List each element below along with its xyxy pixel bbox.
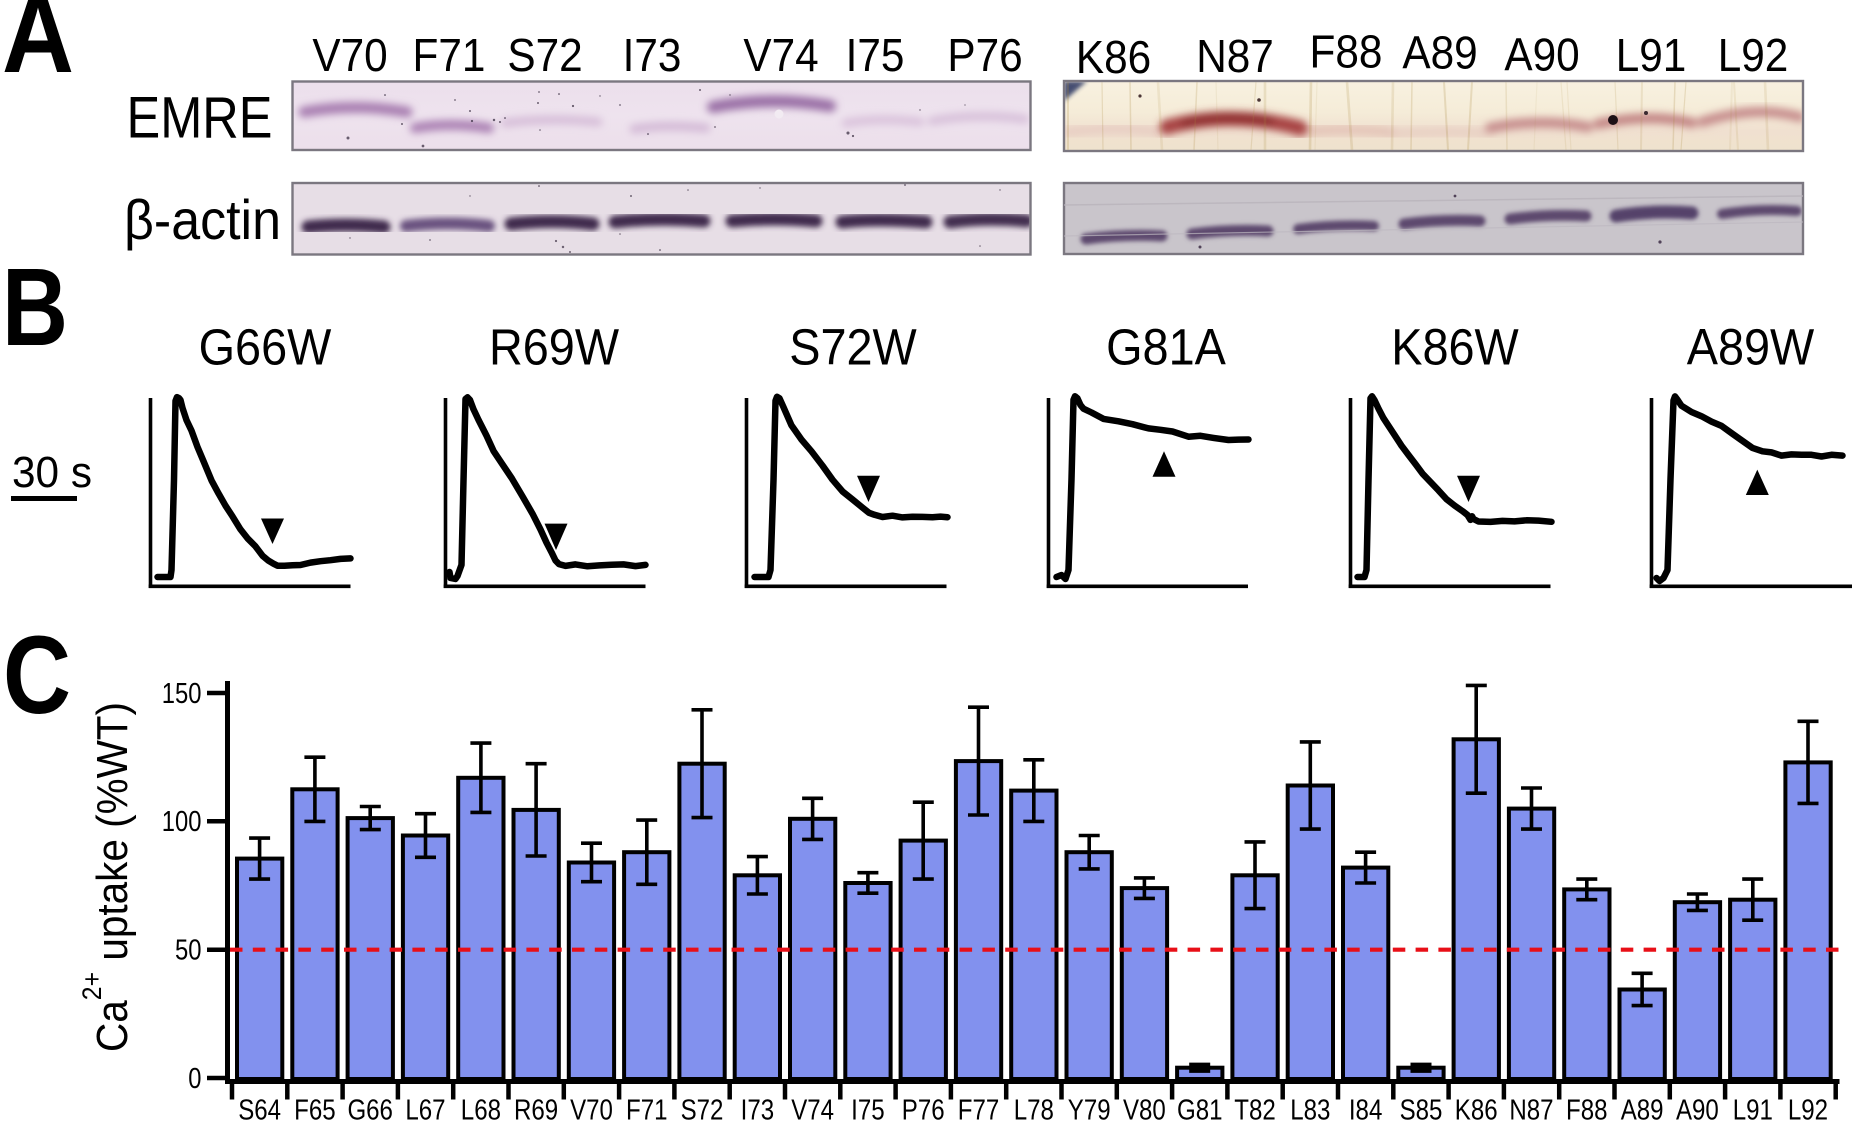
svg-text:T82: T82 — [1234, 1095, 1276, 1127]
svg-text:A90: A90 — [1676, 1095, 1719, 1127]
svg-text:S72W: S72W — [789, 319, 917, 376]
svg-text:G66W: G66W — [199, 319, 332, 376]
svg-text:S85: S85 — [1400, 1095, 1443, 1127]
svg-text:F88: F88 — [1310, 26, 1383, 78]
svg-text:K86: K86 — [1076, 31, 1151, 83]
svg-text:2+: 2+ — [77, 972, 107, 1000]
svg-text:L91: L91 — [1616, 29, 1687, 81]
svg-text:P76: P76 — [947, 29, 1022, 81]
svg-text:F71: F71 — [413, 29, 486, 81]
svg-text:G81A: G81A — [1106, 319, 1226, 376]
svg-text:C: C — [3, 614, 71, 737]
svg-text:L83: L83 — [1290, 1095, 1330, 1127]
svg-text:β-actin: β-actin — [124, 188, 281, 251]
svg-text:I75: I75 — [846, 29, 905, 81]
svg-text:0: 0 — [188, 1063, 201, 1095]
svg-text:EMRE: EMRE — [127, 86, 273, 151]
svg-text:F77: F77 — [958, 1095, 1000, 1127]
svg-text:I73: I73 — [741, 1095, 775, 1127]
svg-text:Ca: Ca — [88, 1000, 137, 1052]
svg-text:S72: S72 — [507, 29, 582, 81]
svg-text:uptake (%WT): uptake (%WT) — [88, 702, 137, 972]
svg-text:A89: A89 — [1621, 1095, 1664, 1127]
svg-text:50: 50 — [175, 935, 202, 967]
svg-text:N87: N87 — [1196, 30, 1274, 82]
svg-text:F65: F65 — [294, 1095, 336, 1127]
svg-text:L92: L92 — [1718, 29, 1789, 81]
svg-text:F71: F71 — [626, 1095, 668, 1127]
svg-text:V70: V70 — [570, 1095, 613, 1127]
svg-text:Y79: Y79 — [1068, 1095, 1111, 1127]
svg-text:L92: L92 — [1788, 1095, 1828, 1127]
svg-text:A: A — [2, 0, 74, 96]
svg-text:30 s: 30 s — [12, 448, 92, 497]
svg-text:G66: G66 — [347, 1095, 393, 1127]
svg-text:V70: V70 — [312, 29, 387, 81]
svg-text:P76: P76 — [902, 1095, 945, 1127]
svg-text:K86: K86 — [1455, 1095, 1498, 1127]
svg-text:L91: L91 — [1733, 1095, 1773, 1127]
svg-text:V74: V74 — [791, 1095, 834, 1127]
svg-text:S72: S72 — [681, 1095, 724, 1127]
svg-text:V80: V80 — [1123, 1095, 1166, 1127]
svg-text:100: 100 — [162, 806, 202, 838]
svg-text:I75: I75 — [851, 1095, 885, 1127]
svg-text:V74: V74 — [743, 29, 818, 81]
svg-text:S64: S64 — [238, 1095, 281, 1127]
svg-text:L78: L78 — [1014, 1095, 1054, 1127]
svg-text:G81: G81 — [1177, 1095, 1223, 1127]
svg-text:R69: R69 — [514, 1095, 558, 1127]
svg-text:A89W: A89W — [1687, 319, 1815, 376]
svg-text:L68: L68 — [461, 1095, 501, 1127]
svg-text:R69W: R69W — [489, 319, 619, 376]
svg-text:I73: I73 — [623, 29, 682, 81]
svg-text:F88: F88 — [1566, 1095, 1608, 1127]
svg-text:K86W: K86W — [1391, 319, 1519, 376]
svg-text:A89: A89 — [1402, 27, 1477, 79]
svg-text:L67: L67 — [405, 1095, 445, 1127]
svg-text:B: B — [2, 246, 68, 369]
svg-text:N87: N87 — [1509, 1095, 1553, 1127]
svg-text:I84: I84 — [1349, 1095, 1383, 1127]
svg-text:150: 150 — [162, 678, 202, 710]
svg-text:A90: A90 — [1504, 29, 1579, 81]
